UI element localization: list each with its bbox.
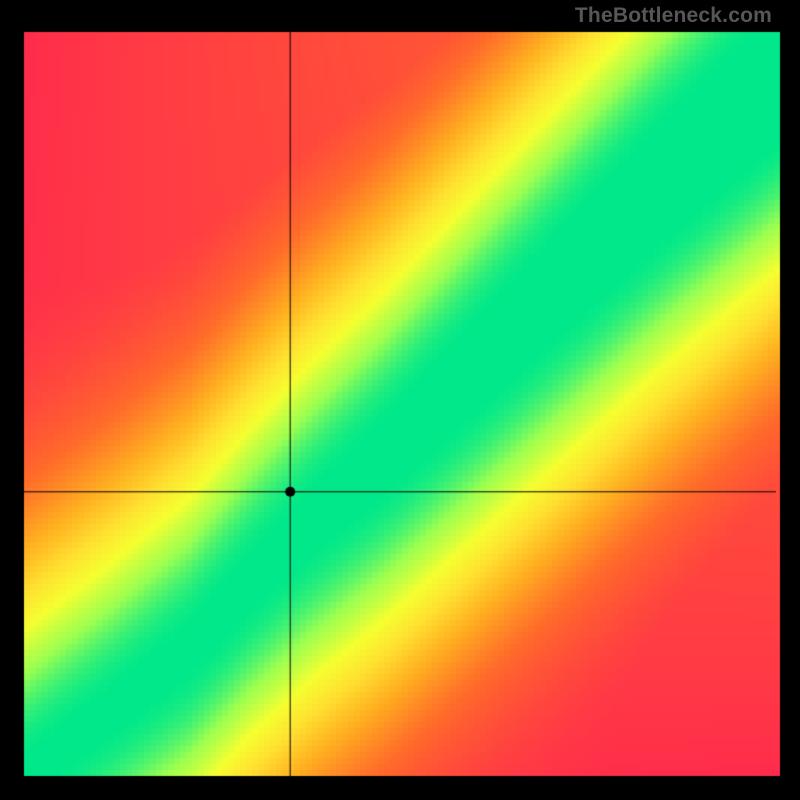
heatmap-canvas bbox=[0, 0, 800, 800]
chart-container: TheBottleneck.com bbox=[0, 0, 800, 800]
watermark-text: TheBottleneck.com bbox=[575, 4, 772, 28]
